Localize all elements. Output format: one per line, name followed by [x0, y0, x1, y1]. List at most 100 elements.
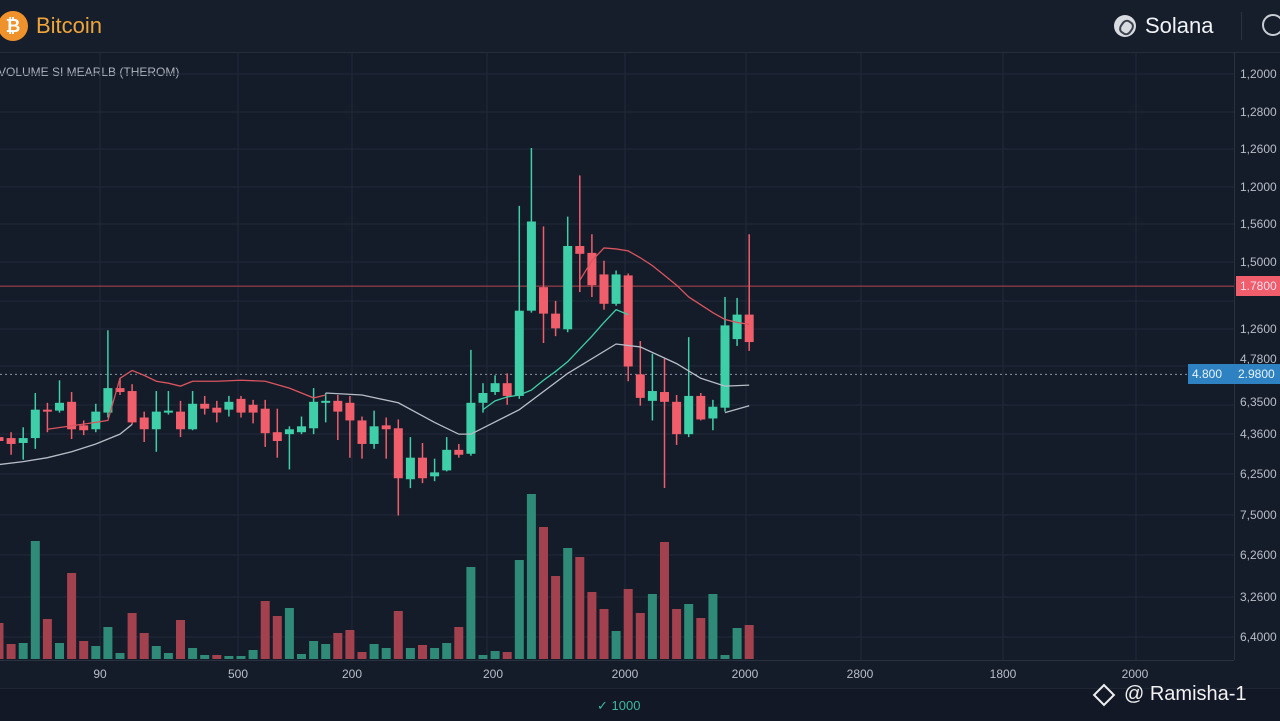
volume-bar [272, 616, 282, 659]
candle-up [611, 274, 621, 304]
candle-down [454, 449, 464, 455]
volume-bar [672, 609, 682, 659]
volume-bar [163, 653, 173, 659]
candle-up [526, 221, 536, 311]
price-tick-label: 1,5600 [1240, 217, 1277, 231]
volume-bar [635, 613, 645, 659]
volume-bar [442, 643, 452, 659]
volume-bar [248, 650, 258, 659]
candle-up [430, 472, 440, 477]
volume-bar [0, 623, 4, 659]
candle-up [514, 310, 524, 396]
volume-bar [575, 557, 585, 659]
candle-up [490, 383, 500, 393]
price-tick-label: 4,7800 [1240, 352, 1277, 366]
candle-down [6, 438, 16, 444]
volume-bar [224, 656, 234, 659]
time-tick-label: 200 [341, 667, 363, 681]
candle-down [672, 401, 682, 435]
candle-down [393, 428, 403, 479]
candle-up [563, 246, 573, 330]
volume-bar [514, 560, 524, 659]
last-price-tag: 1.7800 [1236, 276, 1280, 297]
volume-bar [309, 641, 319, 659]
volume-bar [490, 651, 500, 659]
volume-bar [188, 648, 198, 659]
price-tick-label: 1,5000 [1240, 255, 1277, 269]
candle-down [539, 287, 548, 314]
candle-up [720, 325, 730, 408]
volume-bar [551, 576, 561, 659]
candle-down [587, 252, 597, 286]
volume-bar [260, 601, 270, 659]
moving-average-line [325, 343, 750, 435]
candle-down [599, 274, 609, 304]
time-tick-label: 2000 [1121, 667, 1149, 681]
candle-down [575, 246, 585, 254]
time-tick-label: 2800 [846, 667, 874, 681]
candle-down [502, 383, 512, 396]
volume-bar [430, 648, 440, 659]
indicator-label: VOLUME SI MEARLB (THEROM) [0, 65, 180, 79]
candle-down [200, 403, 210, 409]
volume-bar [478, 655, 488, 659]
candle-up [103, 388, 113, 413]
asset-bitcoin[interactable]: ₿ Bitcoin [0, 11, 102, 41]
candle-up [369, 426, 379, 444]
volume-bar [176, 620, 185, 659]
candle-up [708, 406, 718, 419]
volume-bar [587, 592, 597, 659]
candle-down [660, 392, 669, 402]
candle-down [176, 411, 185, 430]
candle-down [42, 409, 52, 412]
candle-down [418, 457, 427, 479]
volume-bar [696, 618, 706, 659]
asset-name-solana: Solana [1145, 13, 1214, 38]
volume-bar [563, 548, 573, 659]
candle-down [357, 420, 367, 444]
moving-average-line [482, 308, 629, 411]
bitcoin-logo-icon: ₿ [0, 11, 28, 41]
candle-down [623, 275, 633, 367]
volume-bar [212, 655, 222, 659]
time-axis-border [0, 660, 1234, 661]
candle-down [212, 407, 222, 413]
price-tick-label: 1,2800 [1240, 105, 1277, 119]
volume-bar [381, 648, 391, 659]
top-header: ₿ Bitcoin Solana [0, 0, 1280, 53]
candle-up [321, 400, 331, 403]
candle-down [551, 313, 561, 329]
time-tick-label: 1800 [989, 667, 1017, 681]
candle-up [478, 393, 488, 403]
price-tick-label: 6,4000 [1240, 630, 1277, 644]
price-tick-label: 6,3500 [1240, 395, 1277, 409]
volume-bar [684, 604, 694, 659]
volume-bar [321, 644, 331, 659]
time-tick-label: 90 [93, 667, 107, 681]
volume-bar [18, 643, 28, 659]
search-icon[interactable] [1262, 14, 1280, 36]
candle-up [188, 403, 198, 430]
volume-bar [91, 646, 101, 659]
volume-bar [55, 643, 64, 659]
volume-bar [297, 654, 306, 659]
volume-bar [151, 646, 161, 659]
volume-bar [236, 656, 246, 659]
volume-bar [6, 644, 16, 659]
candle-up [151, 411, 161, 430]
solana-logo-icon [1114, 15, 1136, 37]
volume-bar [720, 655, 730, 659]
interval-selector[interactable]: ✓ 1000 [597, 698, 640, 714]
watermark-text: @ Ramisha-1 [1124, 683, 1247, 705]
volume-bar [139, 633, 149, 659]
candle-down [260, 408, 270, 434]
volume-bar [200, 655, 210, 659]
candle-down [236, 398, 246, 413]
candle-up [284, 429, 294, 435]
candle-down [248, 404, 258, 413]
asset-solana[interactable]: Solana [1114, 13, 1214, 39]
volume-bar [393, 611, 403, 659]
check-icon: ✓ [597, 698, 608, 713]
candle-up [18, 438, 28, 443]
